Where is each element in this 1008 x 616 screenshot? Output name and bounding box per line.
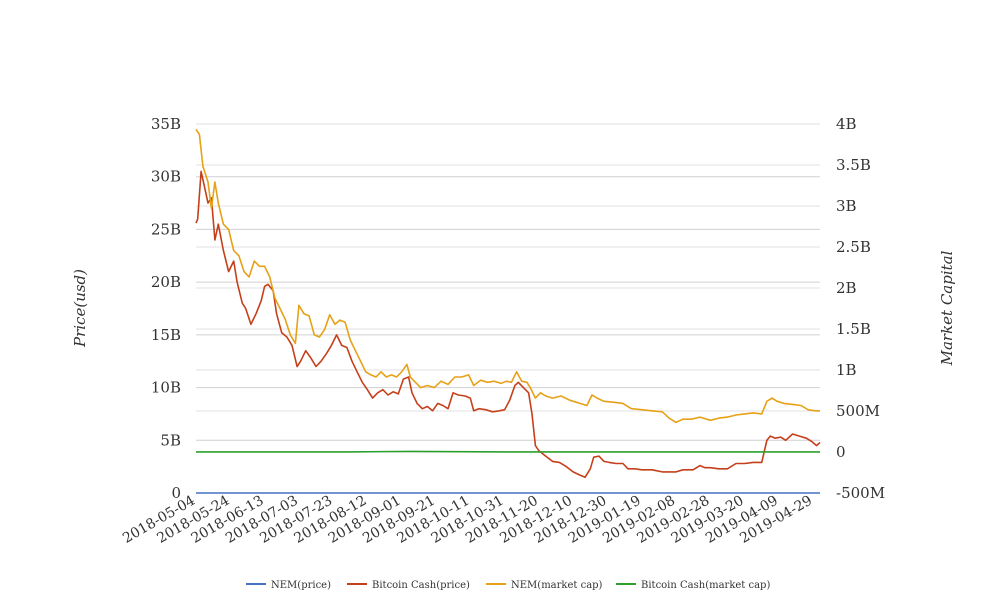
gridlines (196, 123, 820, 494)
series-lines (195, 128, 821, 494)
y2-tick-label: 2B (836, 279, 857, 297)
legend-label: NEM(market cap) (511, 580, 603, 591)
x-axis-ticks: 2018-05-042018-05-242018-06-132018-07-03… (120, 493, 815, 547)
y-tick-label: 5B (160, 431, 181, 449)
legend-item: NEM(market cap) (486, 580, 603, 591)
series-line-2 (195, 128, 820, 424)
legend-item: NEM(price) (246, 580, 331, 591)
legend-label: Bitcoin Cash(market cap) (641, 580, 770, 591)
y2-tick-label: 3B (836, 197, 857, 215)
y-tick-label: 20B (151, 273, 181, 291)
y2-tick-label: 2.5B (836, 238, 871, 256)
y-tick-label: 0 (171, 484, 181, 502)
y2-tick-label: 3.5B (836, 156, 871, 174)
legend-label: NEM(price) (271, 580, 331, 591)
y2-tick-label: -500M (836, 484, 885, 502)
y-tick-label: 35B (151, 115, 181, 133)
y-axis-left-title: Price(usd) (71, 269, 89, 348)
y2-tick-label: 500M (836, 402, 880, 420)
y2-tick-label: 1B (836, 361, 857, 379)
series-line-1 (195, 170, 821, 479)
y-tick-label: 30B (151, 168, 181, 186)
y-tick-label: 15B (151, 326, 181, 344)
legend-label: Bitcoin Cash(price) (372, 580, 470, 591)
y-tick-label: 10B (151, 379, 181, 397)
legend-item: Bitcoin Cash(price) (347, 580, 470, 591)
y-axis-right-title: Market Capital (938, 250, 956, 366)
series-line-3 (196, 450, 820, 453)
y2-tick-label: 0 (836, 443, 846, 461)
y-axis-left-ticks: 0 5B 10B 15B 20B 25B 30B 35B (151, 115, 181, 502)
legend-item: Bitcoin Cash(market cap) (616, 580, 770, 591)
legend: NEM(price) Bitcoin Cash(price) NEM(market … (246, 580, 770, 591)
y2-tick-label: 4B (836, 115, 857, 133)
y-axis-right-ticks: -500M 0 500M 1B 1.5B 2B 2.5B 3B 3.5B 4B (836, 115, 885, 502)
y-tick-label: 25B (151, 220, 181, 238)
y2-tick-label: 1.5B (836, 320, 871, 338)
